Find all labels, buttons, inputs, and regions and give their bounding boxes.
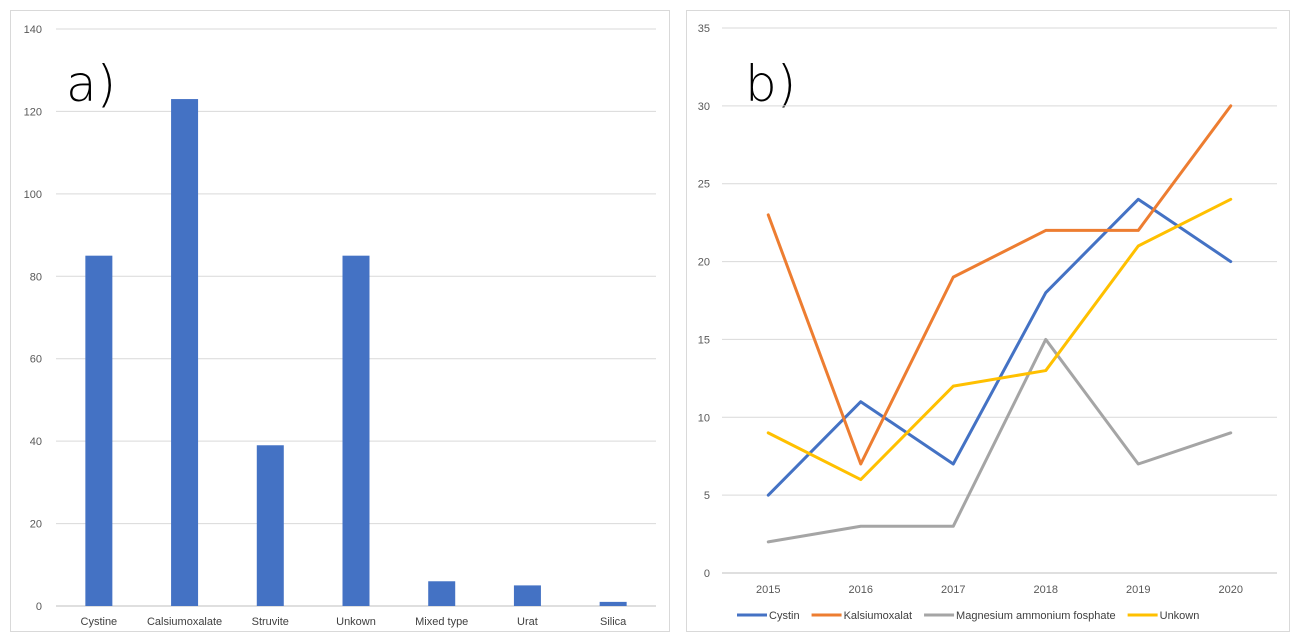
x-category-label: Urat bbox=[517, 616, 538, 628]
x-tick-label: 2018 bbox=[1034, 584, 1058, 596]
y-tick-label: 0 bbox=[36, 601, 42, 613]
bar-unkown bbox=[342, 255, 370, 606]
x-tick-label: 2020 bbox=[1219, 584, 1243, 596]
legend-label: Magnesium ammonium fosphate bbox=[956, 610, 1116, 622]
series-line-kalsiumoxalat bbox=[766, 104, 1233, 466]
y-tick-label: 100 bbox=[24, 189, 42, 201]
bar-mixed-type bbox=[428, 581, 456, 606]
x-tick-label: 2016 bbox=[849, 584, 873, 596]
y-tick-label: 25 bbox=[698, 179, 710, 191]
bar-urat bbox=[513, 585, 541, 606]
y-tick-label: 60 bbox=[30, 354, 42, 366]
y-tick-label: 30 bbox=[698, 101, 710, 113]
series-line-magnesium-ammonium-fosphate bbox=[766, 337, 1233, 544]
bar-calsiumoxalate bbox=[171, 99, 199, 607]
bar-cystine bbox=[85, 255, 113, 606]
legend-label: Cystin bbox=[769, 610, 800, 622]
legend-label: Unkown bbox=[1160, 610, 1200, 622]
y-tick-label: 5 bbox=[704, 490, 710, 502]
series-line-unkown bbox=[766, 197, 1233, 482]
y-tick-label: 0 bbox=[704, 568, 710, 580]
x-category-label: Silica bbox=[600, 616, 627, 628]
x-tick-label: 2015 bbox=[756, 584, 780, 596]
y-tick-label: 35 bbox=[698, 23, 710, 35]
y-tick-label: 120 bbox=[24, 106, 42, 118]
x-tick-label: 2019 bbox=[1126, 584, 1150, 596]
line-chart-panel: b) 0 5 10 15 20 25 30 35 2015 2016 2017 2018 2019 202… bbox=[686, 10, 1290, 632]
series-line-cystin bbox=[766, 197, 1233, 497]
x-category-label: Mixed type bbox=[415, 616, 468, 628]
bar-silica bbox=[599, 601, 627, 606]
x-tick-label: 2017 bbox=[941, 584, 965, 596]
bar-chart: a) 0 20 40 60 80 100 120 140 Cystine Calsiumoxala… bbox=[24, 24, 656, 628]
x-category-label: Cystine bbox=[81, 616, 118, 628]
line-chart: b) 0 5 10 15 20 25 30 35 2015 2016 2017 2018 2019 202… bbox=[698, 23, 1277, 622]
x-category-label: Struvite bbox=[252, 616, 289, 628]
x-category-label: Unkown bbox=[336, 616, 376, 628]
y-tick-label: 20 bbox=[698, 257, 710, 269]
bar-chart-panel: a) 0 20 40 60 80 100 120 140 Cystine Calsiumoxala… bbox=[10, 10, 670, 632]
y-tick-label: 80 bbox=[30, 271, 42, 283]
y-tick-label: 10 bbox=[698, 412, 710, 424]
panel-label-b: b) bbox=[745, 55, 796, 113]
panel-label-a: a) bbox=[66, 55, 116, 113]
bar-struvite bbox=[256, 445, 284, 606]
legend-label: Kalsiumoxalat bbox=[844, 610, 912, 622]
x-category-label: Calsiumoxalate bbox=[147, 616, 222, 628]
y-tick-label: 40 bbox=[30, 436, 42, 448]
y-tick-label: 15 bbox=[698, 334, 710, 346]
y-tick-label: 20 bbox=[30, 519, 42, 531]
y-tick-label: 140 bbox=[24, 24, 42, 36]
